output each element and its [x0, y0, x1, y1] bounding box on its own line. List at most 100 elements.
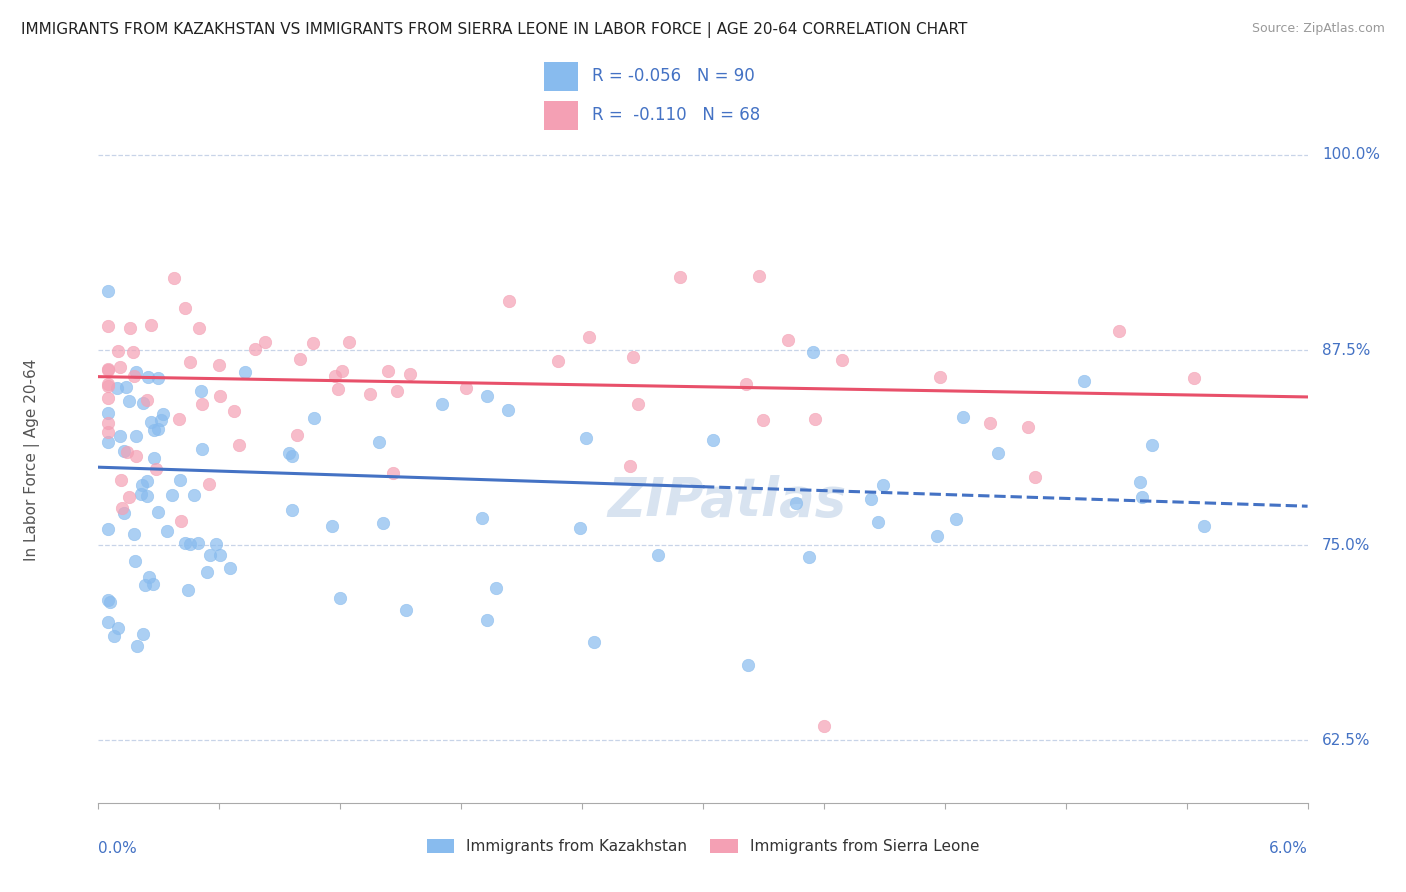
Text: 6.0%: 6.0% — [1268, 840, 1308, 855]
Point — [139, 415, 162, 429]
Point — [111, 500, 134, 515]
Legend: Immigrants from Kazakhstan, Immigrants from Sierra Leone: Immigrants from Kazakhstan, Immigrants f… — [420, 833, 986, 861]
Point — [547, 354, 569, 368]
Point — [125, 365, 148, 379]
Point — [125, 449, 148, 463]
Point — [179, 536, 201, 550]
Point — [1182, 371, 1205, 385]
Point — [233, 365, 256, 379]
Point — [125, 429, 148, 443]
Point — [152, 407, 174, 421]
Text: IMMIGRANTS FROM KAZAKHSTAN VS IMMIGRANTS FROM SIERRA LEONE IN LABOR FORCE | AGE : IMMIGRANTS FROM KAZAKHSTAN VS IMMIGRANTS… — [21, 22, 967, 38]
Point — [1142, 438, 1164, 452]
Point — [872, 477, 894, 491]
Point — [173, 535, 195, 549]
Point — [245, 342, 267, 356]
Point — [813, 719, 835, 733]
Point — [114, 443, 136, 458]
Point — [801, 344, 824, 359]
Point — [156, 524, 179, 539]
Point — [328, 382, 350, 396]
Text: R =  -0.110   N = 68: R = -0.110 N = 68 — [592, 106, 759, 124]
Point — [167, 412, 190, 426]
Point — [169, 473, 191, 487]
Point — [162, 488, 184, 502]
Point — [209, 548, 232, 562]
Point — [114, 380, 136, 394]
Point — [97, 416, 120, 430]
Point — [122, 369, 145, 384]
Point — [382, 466, 405, 480]
Point — [647, 548, 669, 562]
Point — [118, 394, 141, 409]
Point — [669, 269, 692, 284]
Point — [619, 458, 641, 473]
Point — [979, 416, 1001, 430]
Point — [97, 522, 120, 536]
Text: 62.5%: 62.5% — [1322, 733, 1371, 747]
Point — [734, 376, 756, 391]
Point — [222, 404, 245, 418]
Point — [568, 521, 591, 535]
Point — [574, 430, 596, 444]
Point — [927, 529, 949, 543]
Point — [112, 506, 135, 520]
Point — [136, 369, 159, 384]
Point — [163, 271, 186, 285]
Point — [183, 488, 205, 502]
Point — [200, 548, 222, 562]
Point — [97, 362, 120, 376]
Point — [131, 477, 153, 491]
Point — [173, 301, 195, 315]
Point — [118, 321, 141, 335]
Point — [329, 591, 352, 605]
Point — [702, 433, 724, 447]
Point — [107, 343, 129, 358]
Point — [143, 450, 166, 465]
Point — [1129, 475, 1152, 489]
Point — [125, 639, 148, 653]
Point — [105, 381, 128, 395]
Point — [146, 505, 169, 519]
Point — [803, 411, 825, 425]
Point — [285, 428, 308, 442]
Point — [179, 355, 201, 369]
Point — [321, 519, 343, 533]
Point — [399, 367, 422, 381]
Point — [785, 496, 807, 510]
Point — [330, 364, 353, 378]
Point — [134, 578, 156, 592]
Point — [195, 565, 218, 579]
Point — [132, 627, 155, 641]
Point — [122, 526, 145, 541]
Point — [278, 446, 301, 460]
Point — [288, 352, 311, 367]
Point — [471, 511, 494, 525]
Point — [339, 335, 361, 350]
Point — [191, 442, 214, 457]
Text: R = -0.056   N = 90: R = -0.056 N = 90 — [592, 68, 755, 86]
Point — [776, 333, 799, 347]
Point — [170, 514, 193, 528]
Point — [1024, 469, 1046, 483]
Point — [148, 371, 170, 385]
Point — [323, 368, 346, 383]
Point — [377, 364, 399, 378]
Point — [97, 284, 120, 298]
Point — [97, 391, 120, 405]
Point — [97, 435, 120, 450]
Point — [987, 446, 1010, 460]
Text: ZIPatlas: ZIPatlas — [607, 475, 846, 526]
Point — [190, 384, 212, 398]
Point — [146, 422, 169, 436]
Point — [131, 396, 153, 410]
Point — [198, 476, 221, 491]
Point — [136, 392, 159, 407]
Point — [254, 335, 277, 350]
Point — [430, 397, 453, 411]
Point — [149, 413, 172, 427]
Point — [281, 503, 304, 517]
Point — [627, 397, 650, 411]
Point — [1192, 518, 1215, 533]
Point — [187, 536, 209, 550]
